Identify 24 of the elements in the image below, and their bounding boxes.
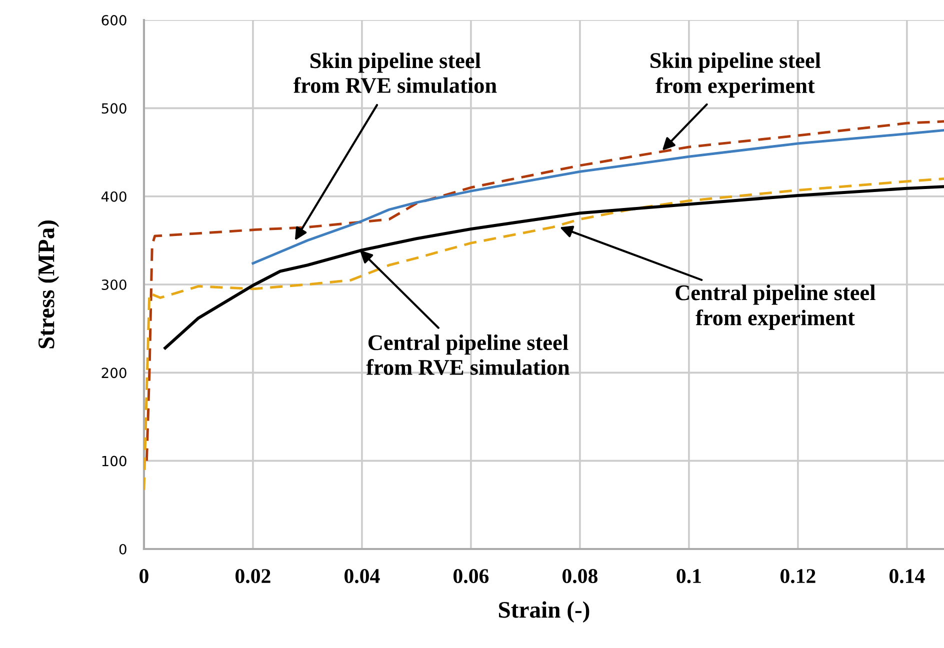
y-axis-title: Stress (MPa): [38, 220, 60, 348]
x-tick-label: 0.14: [890, 569, 925, 584]
y-tick-label: 200: [102, 368, 126, 378]
y-tick-label: 100: [102, 456, 126, 466]
line-series: [144, 177, 944, 492]
x-tick-label: 0: [140, 569, 148, 584]
x-tick-label: 0.04: [344, 569, 380, 584]
line-series: [252, 128, 944, 265]
y-tick-label: 600: [102, 14, 126, 26]
annotation: Central pipeline steel from RVE simulation: [366, 334, 570, 376]
x-axis-title: Strain (-): [499, 601, 590, 623]
x-tick-label: 0.12: [780, 569, 816, 584]
x-tick-label: 0.06: [454, 569, 489, 584]
y-tick-label: 500: [102, 103, 126, 114]
annotation: Skin pipeline steel from RVE simulation: [293, 52, 497, 94]
annotation: Central pipeline steel from experiment: [676, 284, 876, 330]
x-tick-label: 0.1: [676, 569, 701, 584]
x-tick-label: 0.08: [562, 569, 598, 584]
line-series: [145, 120, 944, 462]
y-tick-label: 300: [102, 279, 126, 290]
annotation: Skin pipeline steel from experiment: [650, 52, 821, 98]
x-tick-label: 0.02: [236, 569, 270, 584]
y-tick-label: 400: [101, 191, 126, 202]
y-tick-label: 0: [119, 544, 126, 554]
